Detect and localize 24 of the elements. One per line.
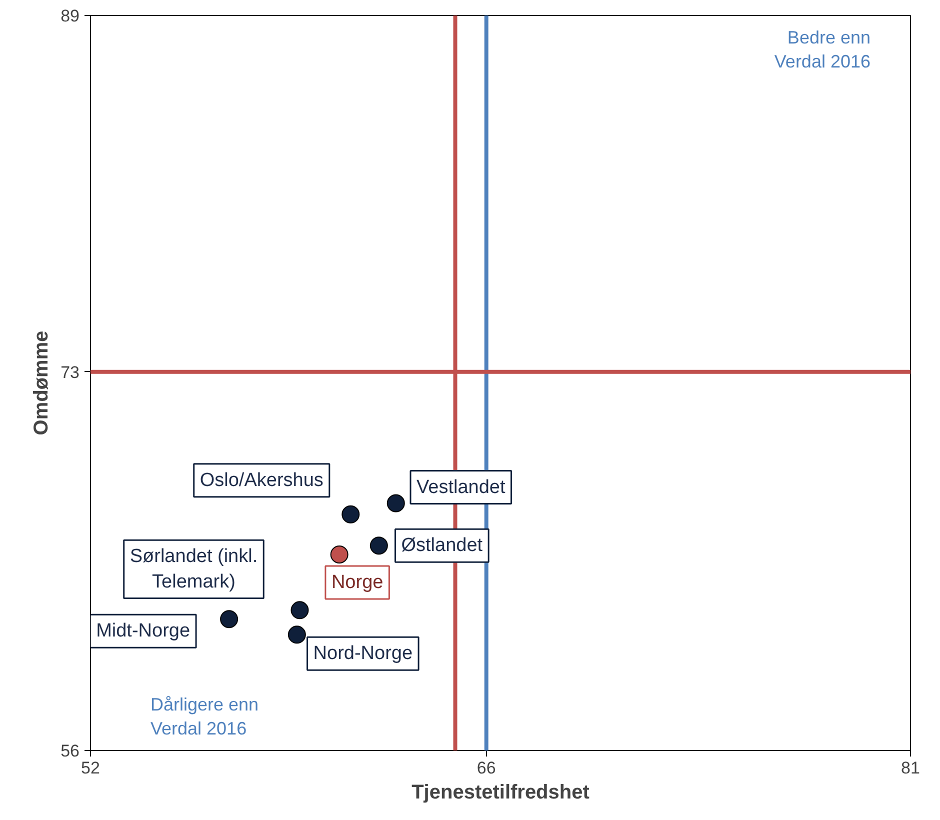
- y-axis-title: Omdømme: [30, 330, 53, 436]
- point: [342, 505, 360, 524]
- series-label: Sørlandet (inkl. Telemark): [130, 546, 258, 592]
- series-label: Nord-Norge: [313, 643, 413, 664]
- point: [386, 494, 405, 512]
- series-label: Norge: [331, 572, 384, 593]
- point: [288, 626, 306, 644]
- x-tick-label: 81: [901, 758, 920, 778]
- point: [290, 601, 309, 620]
- x-tick-label: 66: [476, 758, 496, 778]
- series-label: Oslo/Akershus: [200, 470, 324, 491]
- y-tick-label: 89: [60, 6, 80, 26]
- y-tick-label: 73: [60, 362, 80, 382]
- annotation: Bedre enn Verdal 2016: [774, 28, 871, 72]
- series-label: Østlandet: [401, 535, 484, 556]
- x-tick-label: 52: [81, 758, 100, 778]
- x-axis-title: Tjenestetilfredshet: [412, 782, 590, 804]
- point: [370, 536, 388, 555]
- y-tick-label: 56: [60, 742, 80, 760]
- series-label: Midt-Norge: [96, 620, 190, 642]
- annotation: Dårligere enn Verdal 2016: [150, 694, 259, 738]
- point: [220, 610, 238, 628]
- point: [330, 546, 348, 564]
- series-label: Vestlandet: [416, 476, 506, 498]
